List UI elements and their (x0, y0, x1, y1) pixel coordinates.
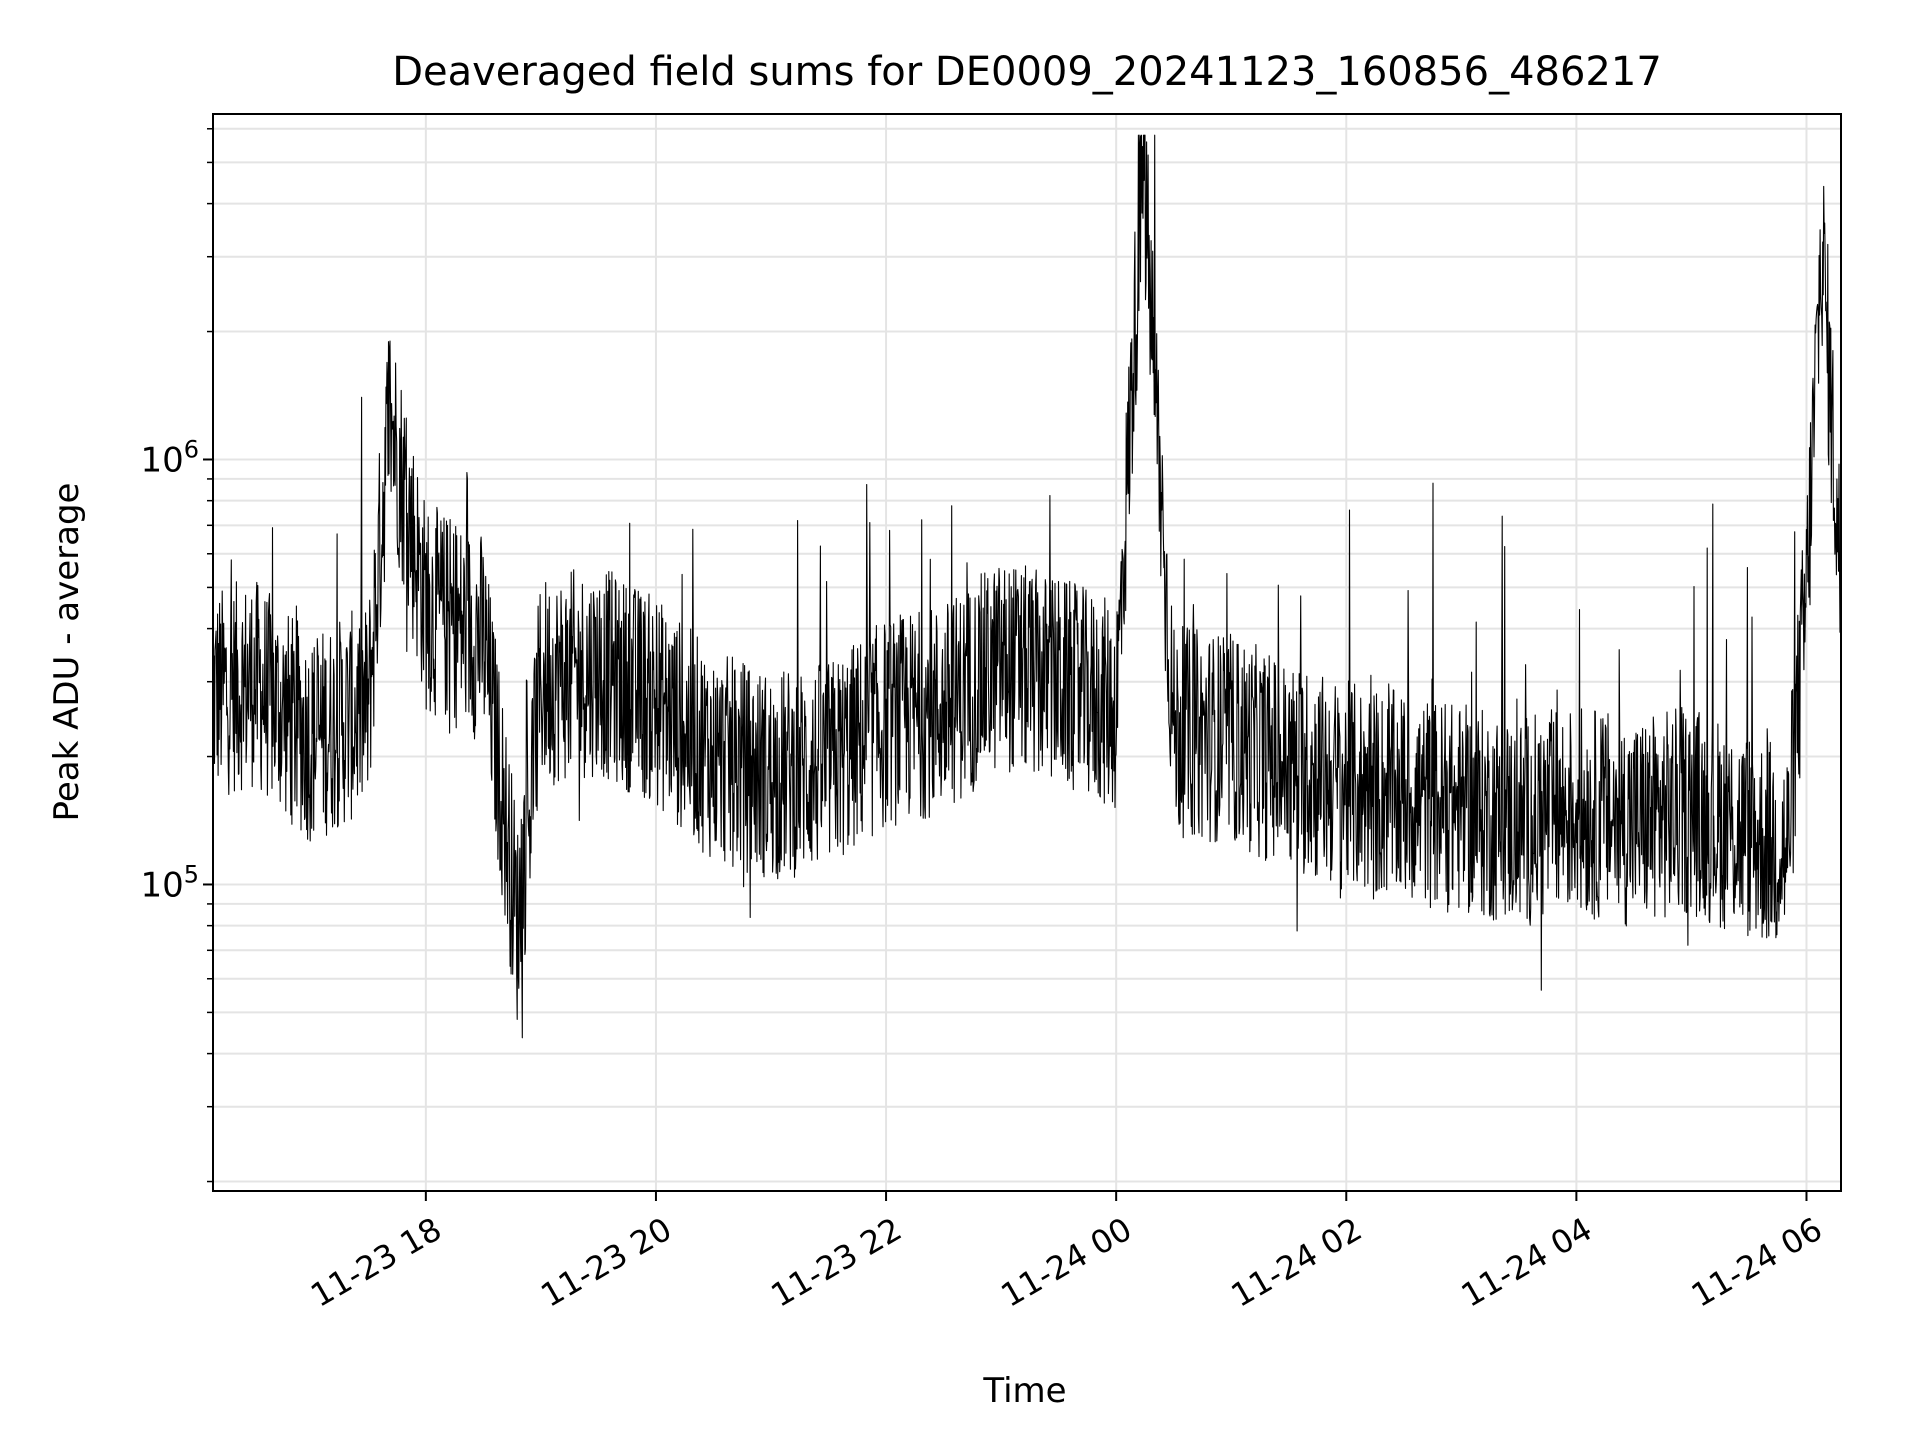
y-axis-label: Peak ADU - average (47, 483, 87, 822)
x-tick-label: 11-23 20 (534, 1210, 678, 1315)
x-tick-label: 11-24 04 (1455, 1210, 1599, 1315)
x-tick-label: 11-24 02 (1225, 1210, 1369, 1315)
y-tick-label: 106 (140, 435, 199, 480)
x-tick-label: 11-24 06 (1685, 1210, 1829, 1315)
x-tick-label: 11-23 22 (764, 1210, 908, 1315)
x-tick-label: 11-24 00 (995, 1210, 1139, 1315)
x-tick-label: 11-23 18 (304, 1210, 448, 1315)
x-axis-label: Time (982, 1371, 1066, 1411)
plot-frame (212, 113, 1842, 1192)
chart-title: Deaveraged field sums for DE0009_2024112… (392, 49, 1662, 95)
y-tick-label: 105 (140, 860, 199, 905)
series-line (212, 134, 1842, 1039)
